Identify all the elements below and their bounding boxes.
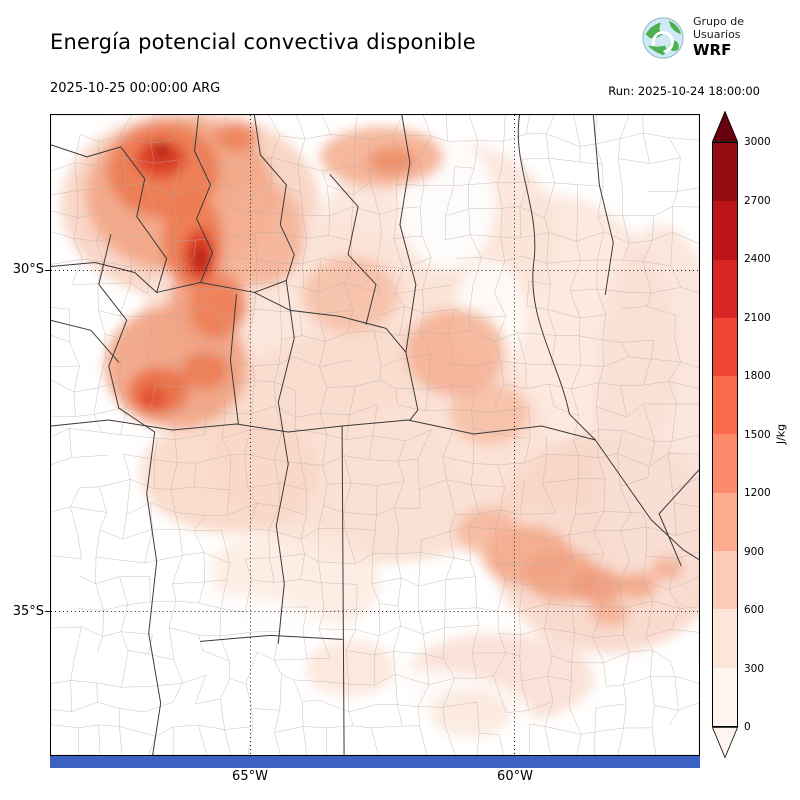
logo-text: Grupo de Usuarios WRF <box>693 15 744 60</box>
colorbar: 0 300 600 900 1200 1500 1800 2100 2400 2700 3000 <box>712 111 798 771</box>
province-borders <box>51 115 699 755</box>
lon-label-60w: 60°W <box>497 769 533 784</box>
colorbar-segment <box>713 609 737 668</box>
globe-icon <box>642 17 684 59</box>
cape-field <box>51 115 699 755</box>
colorbar-segment <box>713 492 737 552</box>
footer-bar <box>50 756 700 768</box>
colorbar-tick-label: 3000 <box>744 136 771 148</box>
logo-org-line2: Usuarios <box>693 28 741 42</box>
colorbar-segment <box>713 434 737 493</box>
graticule <box>51 115 699 755</box>
colorbar-tick-label: 1800 <box>744 370 771 382</box>
valid-time-label: 2025-10-25 00:00:00 ARG <box>50 81 221 96</box>
logo-org-line1: Grupo de <box>693 15 744 29</box>
colorbar-segment <box>713 667 737 726</box>
colorbar-tick-label: 1500 <box>744 428 771 441</box>
lat-label-30s: 30°S <box>12 262 44 277</box>
colorbar-tick-label: 600 <box>744 604 765 616</box>
colorbar-tick-label: 1200 <box>744 487 771 499</box>
lon-label-65w: 65°W <box>232 769 268 784</box>
map-frame <box>45 114 700 761</box>
colorbar-segment <box>713 143 737 202</box>
colorbar-segment <box>713 376 737 435</box>
run-time-label: Run: 2025-10-24 18:00:00 <box>608 84 760 98</box>
colorbar-over-arrow <box>712 111 738 142</box>
colorbar-segment <box>713 201 737 260</box>
map-canvas <box>45 115 699 761</box>
colorbar-tick-label: 2100 <box>744 311 771 324</box>
wrf-group-logo: Grupo de Usuarios WRF <box>640 15 744 61</box>
colorbar-segment <box>713 317 737 377</box>
colorbar-tick-label: 0 <box>744 721 751 733</box>
colorbar-body <box>712 142 738 727</box>
logo-wrf-label: WRF <box>693 41 732 60</box>
page-title: Energía potencial convectiva disponible <box>50 30 476 54</box>
colorbar-unit-label: J/kg <box>774 423 788 445</box>
colorbar-tick-label: 300 <box>744 662 765 675</box>
lat-label-35s: 35°S <box>12 604 44 619</box>
colorbar-tick-label: 900 <box>744 545 765 558</box>
colorbar-segment <box>713 259 737 318</box>
colorbar-under-arrow <box>712 727 738 758</box>
colorbar-tick-label: 2400 <box>744 253 771 265</box>
colorbar-tick-label: 2700 <box>744 194 771 207</box>
colorbar-segment <box>713 551 737 610</box>
department-borders <box>51 115 699 755</box>
